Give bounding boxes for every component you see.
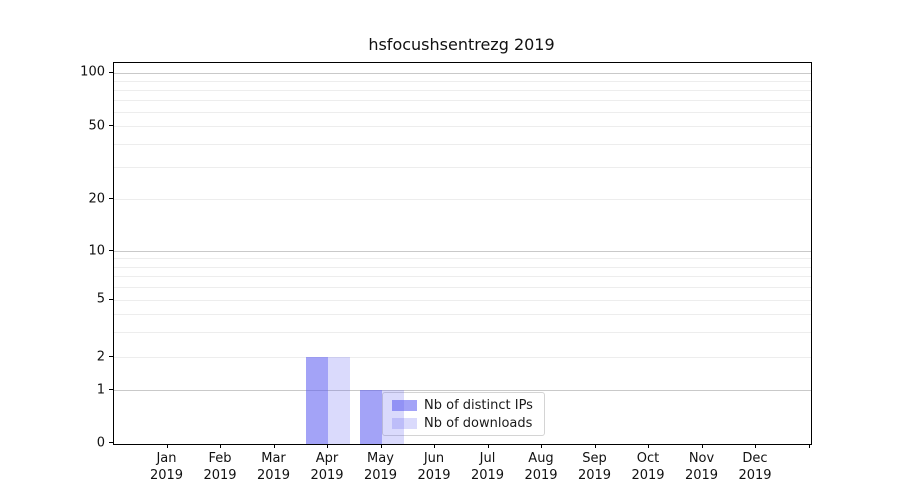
y-tick-label: 2 <box>96 349 105 364</box>
x-tick-label: Jan 2019 <box>149 451 184 483</box>
chart-title: hsfocushsentrezg 2019 <box>368 35 555 54</box>
x-tick-label: Jul 2019 <box>470 451 505 483</box>
y-tick-mark <box>109 298 113 300</box>
x-tick-label: Dec 2019 <box>738 451 772 483</box>
x-tick-mark <box>380 444 382 448</box>
minor-gridline <box>114 275 811 277</box>
x-tick-label: Nov 2019 <box>684 451 719 483</box>
x-tick-mark <box>808 444 810 448</box>
x-tick-mark <box>166 444 168 448</box>
legend-item-distinct-ips: Nb of distinct IPs <box>383 398 544 413</box>
minor-gridline <box>114 111 811 113</box>
x-tick-label: Oct 2019 <box>631 451 665 483</box>
legend: Nb of distinct IPs Nb of downloads <box>382 392 545 436</box>
minor-gridline <box>114 286 811 288</box>
y-tick-mark <box>109 71 113 73</box>
y-tick-mark <box>109 250 113 251</box>
y-tick-label: 5 <box>96 291 105 307</box>
minor-gridline <box>114 299 811 301</box>
x-tick-label: Jun 2019 <box>417 451 451 483</box>
y-tick-mark <box>109 389 113 390</box>
y-tick-label: 100 <box>80 64 105 80</box>
y-tick-label: 1 <box>96 382 105 397</box>
y-tick-mark <box>109 356 113 357</box>
major-gridline <box>114 72 811 74</box>
minor-gridline <box>114 313 811 315</box>
x-tick-mark <box>327 444 328 448</box>
y-tick-label: 50 <box>88 118 105 133</box>
x-tick-label: Aug 2019 <box>524 451 558 483</box>
minor-gridline <box>114 89 811 91</box>
x-tick-mark <box>220 444 221 448</box>
x-tick-mark <box>434 444 435 448</box>
legend-item-downloads: Nb of downloads <box>383 416 544 431</box>
minor-gridline <box>114 258 811 260</box>
x-tick-mark <box>648 444 649 448</box>
legend-label: Nb of distinct IPs <box>424 397 533 413</box>
y-tick-label: 20 <box>88 191 105 206</box>
minor-gridline <box>114 166 811 168</box>
x-tick-mark <box>487 444 489 448</box>
minor-gridline <box>114 126 811 127</box>
plot-area <box>113 62 812 445</box>
legend-label: Nb of downloads <box>424 415 533 431</box>
bar-apr-downloads <box>328 357 350 444</box>
minor-gridline <box>114 357 811 358</box>
minor-gridline <box>114 331 811 333</box>
y-tick-label: 0 <box>96 435 105 450</box>
minor-gridline <box>114 143 811 145</box>
minor-gridline <box>114 100 811 102</box>
x-tick-label: May 2019 <box>363 451 398 483</box>
x-tick-mark <box>755 444 756 448</box>
minor-gridline <box>114 80 811 82</box>
major-gridline <box>114 251 811 252</box>
x-tick-label: Apr 2019 <box>310 451 344 483</box>
y-tick-label: 10 <box>88 243 105 258</box>
legend-swatch-downloads <box>392 417 417 429</box>
bar-may-downloads <box>381 390 404 444</box>
x-tick-label: Mar 2019 <box>256 451 291 483</box>
y-tick-mark <box>109 198 113 199</box>
x-tick-mark <box>594 444 596 448</box>
minor-gridline <box>114 266 811 268</box>
legend-swatch-distinct-ips <box>392 399 417 411</box>
bar-apr-distinct-ips <box>306 357 328 444</box>
y-tick-mark <box>109 442 113 443</box>
major-gridline <box>114 390 811 391</box>
x-tick-mark <box>701 444 703 448</box>
y-tick-mark <box>109 125 113 126</box>
x-tick-label: Sep 2019 <box>577 451 612 483</box>
x-tick-label: Feb 2019 <box>203 451 237 483</box>
x-tick-mark <box>541 444 542 448</box>
x-tick-mark <box>273 444 275 448</box>
minor-gridline <box>114 199 811 200</box>
bar-may-distinct-ips <box>359 390 382 444</box>
